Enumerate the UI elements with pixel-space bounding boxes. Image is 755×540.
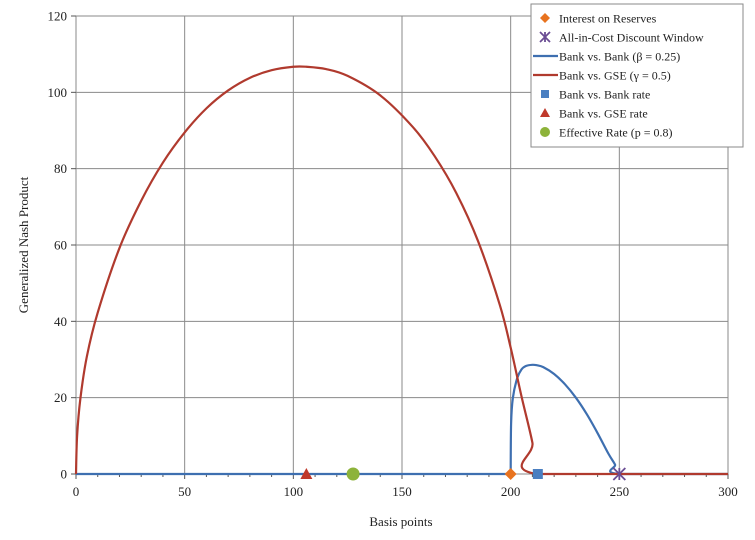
diamond-marker xyxy=(504,468,517,480)
marker-layer xyxy=(300,467,626,481)
x-tick-label: 0 xyxy=(73,484,80,499)
series-layer xyxy=(74,65,728,476)
y-tick-label: 40 xyxy=(54,314,67,329)
legend-box xyxy=(530,3,744,148)
legend-label: Bank vs. GSE rate xyxy=(559,107,648,121)
legend-square-swatch xyxy=(541,90,549,98)
legend-star-swatch xyxy=(539,31,551,43)
legend-label: All-in-Cost Discount Window xyxy=(559,31,704,45)
y-tick-label: 60 xyxy=(54,238,67,253)
star-marker xyxy=(612,467,626,481)
x-tick-label: 50 xyxy=(178,484,191,499)
x-tick-label: 200 xyxy=(501,484,521,499)
legend-label: Bank vs. GSE (γ = 0.5) xyxy=(559,69,671,83)
series-line-3 xyxy=(74,65,728,476)
x-tick-label: 100 xyxy=(284,484,304,499)
y-axis-title: Generalized Nash Product xyxy=(16,176,31,313)
legend-label: Effective Rate (p = 0.8) xyxy=(559,126,673,140)
y-tick-label: 0 xyxy=(61,467,68,482)
square-marker xyxy=(532,469,543,479)
triangle-marker xyxy=(300,468,313,479)
x-tick-label: 250 xyxy=(610,484,630,499)
legend-label: Bank vs. Bank rate xyxy=(559,88,650,102)
y-tick-label: 20 xyxy=(54,390,67,405)
legend: Interest on Reserves All-in-Cost Discount… xyxy=(530,3,744,148)
legend-label: Interest on Reserves xyxy=(559,12,657,26)
y-tick-label: 120 xyxy=(48,9,68,24)
legend-triangle-swatch xyxy=(540,108,550,117)
legend-diamond-swatch xyxy=(540,13,550,23)
x-axis-title: Basis points xyxy=(369,514,432,529)
legend-label: Bank vs. Bank (β = 0.25) xyxy=(559,50,680,64)
x-tick-label: 300 xyxy=(718,484,738,499)
axes-layer: 0 50 100 150 200 250 300 0 20 40 60 80 100 120 xyxy=(48,9,738,500)
y-tick-label: 80 xyxy=(54,161,67,176)
y-tick-label: 100 xyxy=(48,85,68,100)
legend-circle-swatch xyxy=(540,127,550,137)
circle-marker xyxy=(346,467,360,481)
series-line-2 xyxy=(76,363,728,476)
x-tick-label: 150 xyxy=(392,484,412,499)
